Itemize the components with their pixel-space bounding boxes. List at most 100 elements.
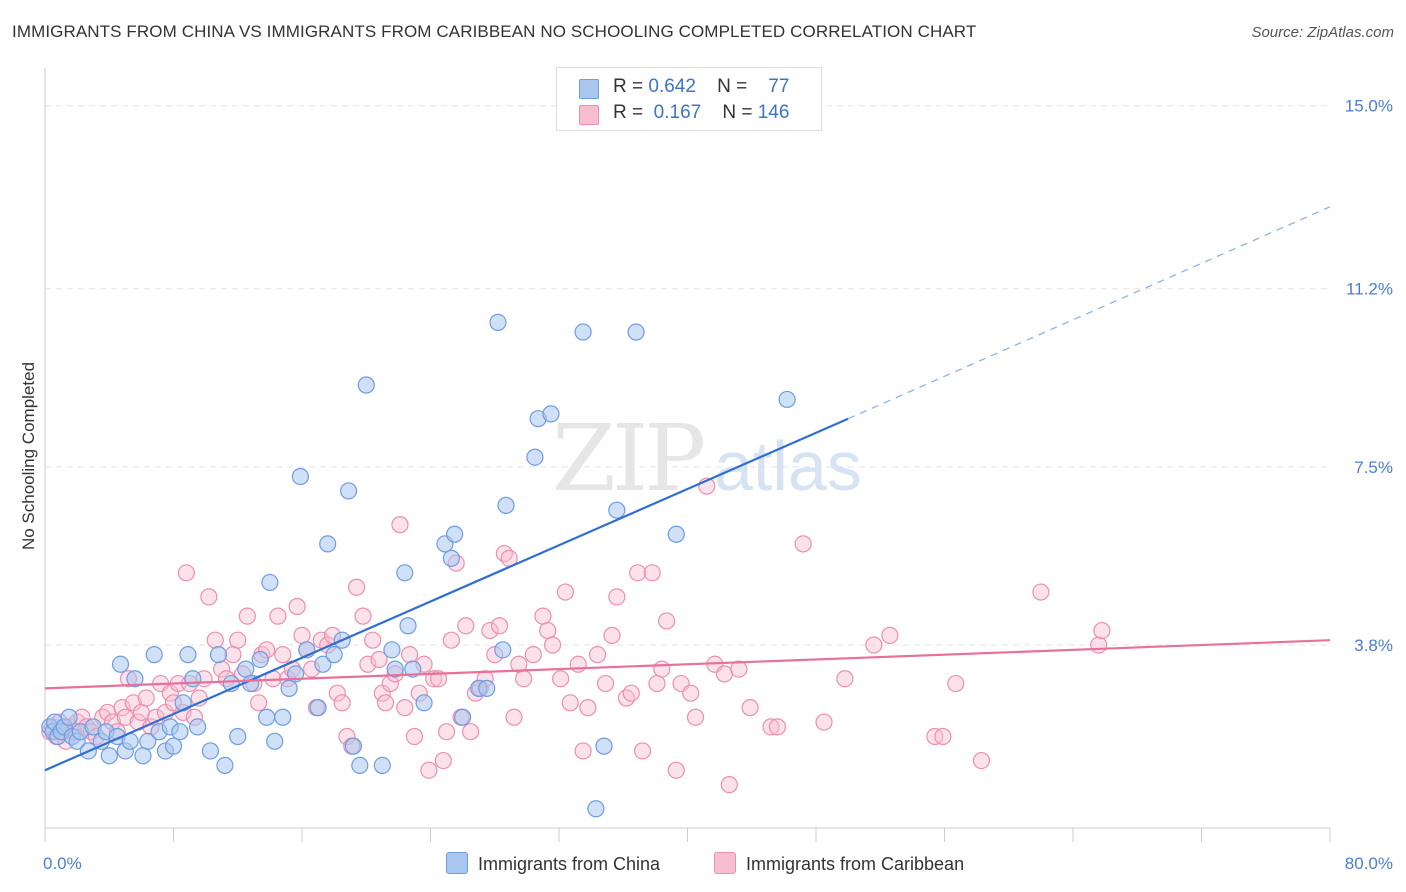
- caribbean-point-94: [481, 621, 499, 640]
- china-point-76: [574, 323, 592, 341]
- china-point-36: [229, 727, 247, 746]
- china-point-81: [667, 525, 685, 543]
- legend-item-caribbean[interactable]: Immigrants from Caribbean: [714, 852, 964, 875]
- caribbean-point-50: [269, 607, 287, 625]
- china-point-40: [258, 708, 276, 726]
- caribbean-point-145: [1032, 583, 1050, 601]
- china-point-21: [139, 732, 157, 750]
- caribbean-point-37: [200, 588, 218, 606]
- caribbean-point-85: [437, 723, 456, 741]
- axes: [44, 68, 1331, 842]
- china-point-75: [542, 405, 560, 423]
- caribbean-point-96: [490, 617, 509, 635]
- china-point-43: [274, 708, 292, 726]
- caribbean-point-67: [354, 607, 372, 625]
- china-n-value: 77: [768, 76, 790, 97]
- china-n-label: N =: [717, 76, 748, 97]
- caribbean-point-84: [434, 751, 452, 770]
- china-point-51: [325, 646, 343, 664]
- china-point-54: [344, 737, 362, 755]
- caribbean-point-115: [608, 588, 626, 606]
- china-point-48: [309, 699, 327, 717]
- caribbean-point-97: [495, 544, 513, 563]
- caribbean-point-44: [238, 607, 256, 625]
- china-point-78: [595, 737, 613, 755]
- caribbean-point-126: [682, 684, 700, 702]
- x-tick-label-max: 80.0%: [1345, 854, 1393, 873]
- china-point-53: [339, 482, 358, 500]
- caribbean-point-143: [947, 674, 965, 693]
- china-point-41: [261, 573, 279, 592]
- caribbean-point-62: [328, 684, 346, 702]
- caribbean-point-137: [815, 713, 833, 731]
- caribbean-point-139: [865, 636, 883, 654]
- caribbean-point-131: [720, 776, 738, 794]
- caribbean-point-51: [274, 646, 292, 664]
- caribbean-point-101: [515, 670, 533, 688]
- caribbean-point-109: [569, 655, 587, 673]
- china-point-6: [60, 708, 78, 726]
- caribbean-point-86: [442, 631, 460, 649]
- caribbean-point-133: [741, 699, 759, 717]
- caribbean-point-75: [391, 516, 409, 534]
- x-tick-label-min: 0.0%: [43, 854, 82, 873]
- china-point-16: [111, 655, 130, 673]
- china-point-71: [494, 641, 512, 659]
- china-point-22: [145, 646, 163, 664]
- china-point-77: [587, 800, 605, 818]
- caribbean-point-119: [633, 742, 652, 760]
- china-point-37: [237, 660, 255, 678]
- caribbean-point-106: [552, 670, 570, 688]
- source-label: Source: ZipAtlas.com: [1251, 24, 1394, 41]
- y-tick-label-3: 15.0%: [1345, 97, 1393, 116]
- watermark-zip: ZIP: [552, 405, 703, 512]
- china-point-69: [478, 679, 496, 697]
- caribbean-point-122: [653, 660, 671, 678]
- legend-item-china[interactable]: Immigrants from China: [446, 852, 660, 875]
- china-point-19: [126, 670, 144, 688]
- caribbean-point-130: [715, 665, 734, 683]
- caribbean-point-111: [579, 699, 597, 717]
- caribbean-n-value: 146: [757, 102, 790, 123]
- caribbean-point-76: [396, 699, 414, 717]
- caribbean-point-107: [556, 583, 575, 601]
- caribbean-point-120: [643, 564, 661, 582]
- caribbean-point-54: [288, 597, 306, 616]
- china-point-72: [497, 496, 515, 514]
- caribbean-point-112: [588, 646, 607, 664]
- china-point-66: [445, 525, 464, 543]
- caribbean-point-46: [250, 694, 268, 712]
- x-tick-labels: 0.0% 80.0%: [43, 854, 1393, 873]
- caribbean-point-78: [405, 727, 424, 746]
- caribbean-point-124: [667, 761, 685, 779]
- caribbean-point-90: [462, 723, 480, 741]
- china-point-33: [209, 646, 228, 664]
- china-point-50: [319, 535, 337, 553]
- caribbean-point-103: [534, 607, 552, 625]
- caribbean-point-69: [364, 631, 382, 649]
- china-legend-swatch: [446, 852, 468, 874]
- caribbean-point-108: [561, 694, 579, 712]
- caribbean-swatch: [579, 105, 599, 125]
- caribbean-point-102: [524, 646, 542, 664]
- caribbean-point-68: [359, 655, 377, 673]
- caribbean-point-70: [370, 650, 388, 669]
- china-point-30: [184, 670, 202, 688]
- china-point-42: [266, 732, 284, 750]
- china-point-63: [415, 694, 433, 712]
- caribbean-point-18: [116, 708, 134, 726]
- caribbean-point-136: [794, 535, 812, 553]
- y-tick-label-2: 11.2%: [1346, 280, 1393, 299]
- caribbean-trend-line: [44, 639, 1331, 690]
- china-point-65: [442, 549, 460, 567]
- china-point-31: [188, 718, 207, 736]
- caribbean-point-132: [730, 660, 748, 678]
- china-point-67: [454, 708, 472, 726]
- grid-lines: [45, 105, 1330, 646]
- y-tick-labels: 3.8% 7.5% 11.2% 15.0%: [1345, 97, 1393, 655]
- caribbean-point-118: [629, 564, 647, 582]
- china-r-label: R =: [613, 76, 644, 97]
- caribbean-n-label: N =: [722, 102, 753, 123]
- china-point-32: [201, 742, 220, 760]
